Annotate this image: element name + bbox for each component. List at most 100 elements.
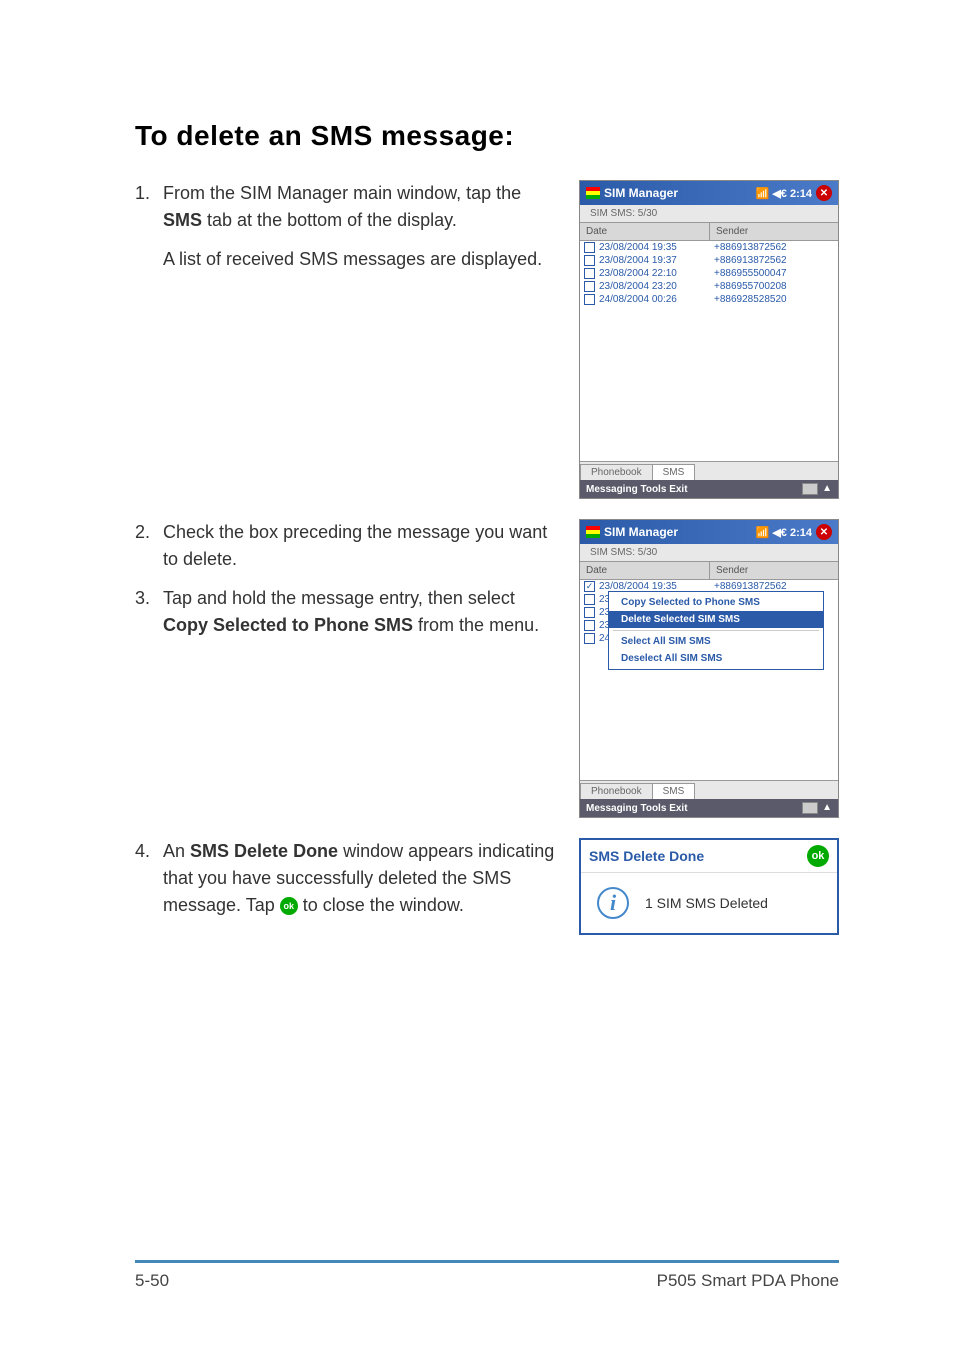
- list-item[interactable]: 23/08/2004 22:10+886955500047: [580, 267, 838, 280]
- menu-exit[interactable]: Exit: [669, 484, 687, 495]
- step3-text-b: from the menu.: [413, 615, 539, 635]
- pda2-title-left: SIM Manager: [586, 525, 678, 539]
- step4-text-col: 4. An SMS Delete Done window appears ind…: [135, 838, 559, 935]
- close-icon[interactable]: ✕: [816, 524, 832, 540]
- step2-text: Check the box preceding the message you …: [163, 519, 559, 573]
- checkbox-icon[interactable]: [584, 255, 595, 266]
- row-step4: 4. An SMS Delete Done window appears ind…: [135, 838, 839, 935]
- menu-tools[interactable]: Tools: [640, 484, 666, 495]
- row-date: 23/08/2004 19:35: [599, 242, 714, 253]
- row-sender: +886913872562: [714, 255, 834, 266]
- tab-phonebook[interactable]: Phonebook: [580, 464, 653, 480]
- dialog-message: 1 SIM SMS Deleted: [645, 895, 768, 911]
- menu-separator: [613, 630, 819, 631]
- step3-bold-a: Copy Selected to Phone SMS: [163, 615, 413, 635]
- list-item[interactable]: 23/08/2004 19:37+886913872562: [580, 254, 838, 267]
- menu-delete-selected[interactable]: Delete Selected SIM SMS: [609, 611, 823, 628]
- row-step23: 2. Check the box preceding the message y…: [135, 519, 839, 818]
- checkbox-icon[interactable]: [584, 268, 595, 279]
- pda2-menubar: Messaging Tools Exit ▲: [580, 799, 838, 817]
- row-date: 23/08/2004 22:10: [599, 268, 714, 279]
- signal-icon: 📶 ◀€ 2:14: [756, 526, 812, 539]
- checkbox-icon[interactable]: [584, 633, 595, 644]
- pda1-subtitle: SIM SMS: 5/30: [580, 205, 838, 222]
- step4-num: 4.: [135, 838, 163, 919]
- signal-icon: 📶 ◀€ 2:14: [756, 187, 812, 200]
- step1-text-a: From the SIM Manager main window, tap th…: [163, 183, 521, 203]
- ok-icon: ok: [280, 897, 298, 915]
- step4-bold-a: SMS Delete Done: [190, 841, 338, 861]
- arrow-up-icon[interactable]: ▲: [822, 802, 832, 814]
- pda2-col: SIM Manager 📶 ◀€ 2:14 ✕ SIM SMS: 5/30 Da…: [579, 519, 839, 818]
- dialog-title-text: SMS Delete Done: [589, 848, 704, 864]
- tab-sms[interactable]: SMS: [652, 464, 696, 480]
- page-footer: 5-50 P505 Smart PDA Phone: [135, 1260, 839, 1291]
- step1-bold-a: SMS: [163, 210, 202, 230]
- tab-phonebook[interactable]: Phonebook: [580, 783, 653, 799]
- checkbox-icon[interactable]: [584, 242, 595, 253]
- checkbox-icon[interactable]: [584, 594, 595, 605]
- step3-text-a: Tap and hold the message entry, then sel…: [163, 588, 515, 608]
- footer-product: P505 Smart PDA Phone: [657, 1271, 839, 1291]
- checkbox-icon[interactable]: [584, 620, 595, 631]
- row-date: 24/08/2004 00:26: [599, 294, 714, 305]
- checkbox-icon[interactable]: ✓: [584, 581, 595, 592]
- pda2-hdr-sender: Sender: [710, 562, 838, 579]
- step4-text: An SMS Delete Done window appears indica…: [163, 838, 559, 919]
- step1-num: 1.: [135, 180, 163, 234]
- menu-select-all[interactable]: Select All SIM SMS: [609, 633, 823, 650]
- pda1-list-header: Date Sender: [580, 222, 838, 241]
- menu-messaging[interactable]: Messaging: [586, 803, 638, 814]
- dialog-titlebar: SMS Delete Done ok: [581, 840, 837, 873]
- step-4: 4. An SMS Delete Done window appears ind…: [135, 838, 559, 919]
- step2-num: 2.: [135, 519, 163, 573]
- pda2-tabs: Phonebook SMS: [580, 780, 838, 799]
- pda1-title-right: 📶 ◀€ 2:14 ✕: [756, 185, 832, 201]
- context-menu: Copy Selected to Phone SMS Delete Select…: [608, 591, 824, 670]
- step1-text: From the SIM Manager main window, tap th…: [163, 180, 559, 234]
- checkbox-icon[interactable]: [584, 281, 595, 292]
- pda1-menubar: Messaging Tools Exit ▲: [580, 480, 838, 498]
- page-number: 5-50: [135, 1271, 169, 1291]
- checkbox-icon[interactable]: [584, 294, 595, 305]
- pda1-col: SIM Manager 📶 ◀€ 2:14 ✕ SIM SMS: 5/30 Da…: [579, 180, 839, 499]
- step4-text-c: to close the window.: [298, 895, 464, 915]
- list-item[interactable]: 23/08/2004 23:20+886955700208: [580, 280, 838, 293]
- ok-button[interactable]: ok: [807, 845, 829, 867]
- pda1-title-text: SIM Manager: [604, 186, 678, 200]
- flag-icon: [586, 187, 600, 199]
- pda2-list-header: Date Sender: [580, 561, 838, 580]
- menu-copy-selected[interactable]: Copy Selected to Phone SMS: [609, 594, 823, 611]
- pda1-hdr-date: Date: [580, 223, 710, 240]
- pda2-title-text: SIM Manager: [604, 525, 678, 539]
- menu-deselect-all[interactable]: Deselect All SIM SMS: [609, 650, 823, 667]
- menu-messaging[interactable]: Messaging: [586, 484, 638, 495]
- pda-screenshot-2: SIM Manager 📶 ◀€ 2:14 ✕ SIM SMS: 5/30 Da…: [579, 519, 839, 818]
- page-heading: To delete an SMS message:: [135, 120, 839, 152]
- pda2-menubar-left: Messaging Tools Exit: [586, 803, 688, 814]
- arrow-up-icon[interactable]: ▲: [822, 483, 832, 495]
- pda1-title-left: SIM Manager: [586, 186, 678, 200]
- pda1-titlebar: SIM Manager 📶 ◀€ 2:14 ✕: [580, 181, 838, 205]
- checkbox-icon[interactable]: [584, 607, 595, 618]
- sms-delete-done-dialog: SMS Delete Done ok i 1 SIM SMS Deleted: [579, 838, 839, 935]
- step-3: 3. Tap and hold the message entry, then …: [135, 585, 559, 639]
- menu-exit[interactable]: Exit: [669, 803, 687, 814]
- pda1-list: 23/08/2004 19:35+886913872562 23/08/2004…: [580, 241, 838, 461]
- step3-text: Tap and hold the message entry, then sel…: [163, 585, 559, 639]
- row-sender: +886928528520: [714, 294, 834, 305]
- list-item[interactable]: 23/08/2004 19:35+886913872562: [580, 241, 838, 254]
- step1-text-col: 1. From the SIM Manager main window, tap…: [135, 180, 559, 499]
- row-date: 23/08/2004 19:37: [599, 255, 714, 266]
- keyboard-icon[interactable]: [802, 483, 818, 495]
- step-2: 2. Check the box preceding the message y…: [135, 519, 559, 573]
- list-item[interactable]: 24/08/2004 00:26+886928528520: [580, 293, 838, 306]
- close-icon[interactable]: ✕: [816, 185, 832, 201]
- menu-tools[interactable]: Tools: [640, 803, 666, 814]
- row-sender: +886913872562: [714, 242, 834, 253]
- info-icon: i: [597, 887, 629, 919]
- keyboard-icon[interactable]: [802, 802, 818, 814]
- tab-sms[interactable]: SMS: [652, 783, 696, 799]
- pda1-hdr-sender: Sender: [710, 223, 838, 240]
- pda2-title-right: 📶 ◀€ 2:14 ✕: [756, 524, 832, 540]
